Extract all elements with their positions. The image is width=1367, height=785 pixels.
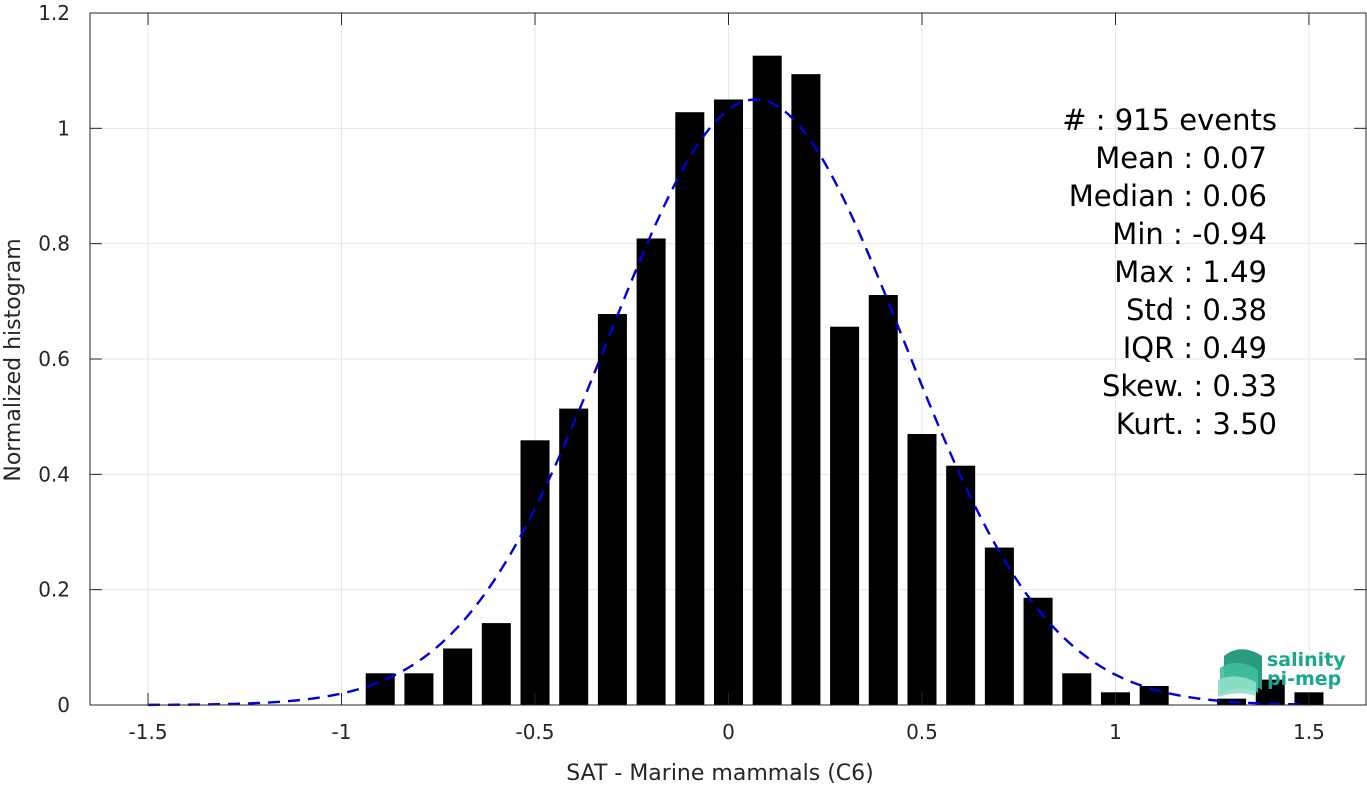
logo-text-line2: pi-mep bbox=[1267, 668, 1341, 690]
x-tick-label: 1.5 bbox=[1293, 720, 1325, 744]
stat-count: # : 915 events bbox=[1062, 103, 1277, 137]
histogram-bar bbox=[713, 99, 744, 705]
stat-median: Median : 0.06 bbox=[1069, 179, 1267, 213]
y-axis-label: Normalized histogram bbox=[1, 238, 26, 481]
y-tick-label: 0 bbox=[57, 693, 70, 717]
y-tick-label: 0.4 bbox=[38, 462, 70, 486]
x-tick-label: -1 bbox=[332, 720, 352, 744]
stat-skew: Skew. : 0.33 bbox=[1102, 369, 1277, 403]
x-tick-label: 0.5 bbox=[906, 720, 938, 744]
histogram-bar bbox=[404, 673, 434, 705]
histogram-bar bbox=[597, 314, 627, 705]
stat-max: Max : 1.49 bbox=[1114, 255, 1267, 289]
histogram-bar bbox=[1139, 685, 1169, 705]
y-tick-label: 1 bbox=[57, 116, 70, 140]
x-tick-label: 1 bbox=[1109, 720, 1122, 744]
x-tick-label: -1.5 bbox=[129, 720, 168, 744]
statistics-annotation: # : 915 events Mean : 0.07 Median : 0.06… bbox=[1062, 103, 1277, 441]
histogram-bar bbox=[443, 648, 473, 705]
normal-fit-curve bbox=[148, 98, 1309, 707]
histogram-bar bbox=[830, 326, 860, 705]
histogram-bar bbox=[1023, 597, 1053, 705]
logo-wave-icon bbox=[1218, 649, 1262, 697]
x-tick-label: 0 bbox=[722, 720, 735, 744]
histogram-bar bbox=[907, 433, 937, 705]
y-tick-label: 1.2 bbox=[38, 1, 70, 25]
stat-mean: Mean : 0.07 bbox=[1095, 141, 1267, 175]
histogram-bar bbox=[520, 440, 550, 705]
histogram-bar bbox=[559, 408, 589, 705]
stat-kurt: Kurt. : 3.50 bbox=[1116, 407, 1277, 441]
y-tick-label: 0.8 bbox=[38, 232, 70, 256]
histogram-bar bbox=[946, 465, 976, 705]
histogram-bar bbox=[868, 294, 898, 705]
stat-iqr: IQR : 0.49 bbox=[1123, 331, 1267, 365]
histogram-bar bbox=[752, 55, 782, 705]
salinity-pimep-logo: salinity pi-mep bbox=[1218, 649, 1346, 697]
axis-ticks bbox=[90, 12, 1366, 706]
histogram-bar bbox=[636, 238, 666, 705]
histogram-bar bbox=[791, 74, 821, 706]
y-tick-labels: 0 0.2 0.4 0.6 0.8 1 1.2 bbox=[38, 1, 70, 717]
y-tick-label: 0.6 bbox=[38, 347, 70, 371]
x-tick-labels: -1.5 -1 -0.5 0 0.5 1 1.5 bbox=[129, 720, 1325, 744]
stat-std: Std : 0.38 bbox=[1126, 293, 1267, 327]
histogram-bar bbox=[675, 112, 705, 706]
histogram-bar bbox=[1062, 673, 1092, 705]
histogram-bar bbox=[984, 547, 1014, 705]
x-tick-label: -0.5 bbox=[515, 720, 554, 744]
x-axis-label: SAT - Marine mammals (C6) bbox=[566, 761, 874, 785]
y-tick-label: 0.2 bbox=[38, 578, 70, 602]
histogram-bar bbox=[481, 623, 511, 705]
logo-text-line1: salinity bbox=[1267, 649, 1346, 671]
stat-min: Min : -0.94 bbox=[1112, 217, 1267, 251]
